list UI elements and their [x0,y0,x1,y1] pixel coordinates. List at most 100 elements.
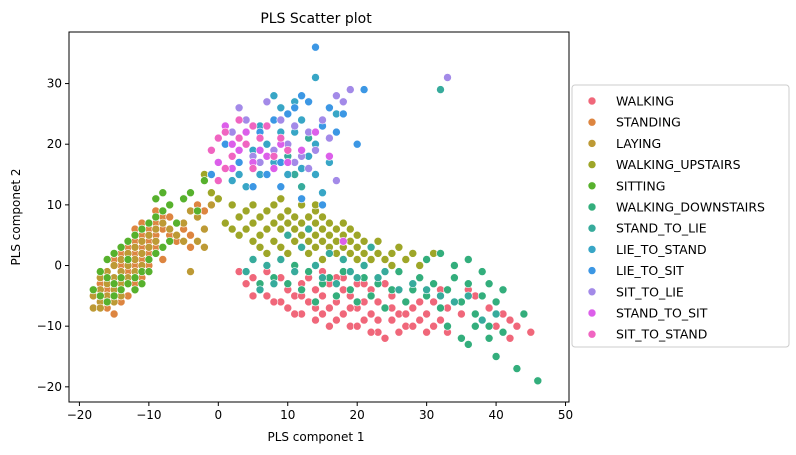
legend-label: WALKING_UPSTAIRS [616,157,741,172]
data-point [332,315,341,325]
x-tick-label: −10 [136,408,161,422]
data-point [332,176,341,185]
data-point [297,91,306,100]
data-point [116,243,126,252]
data-point [304,249,313,258]
data-point [269,152,279,161]
data-point [221,127,230,137]
data-point [158,206,168,216]
data-point [200,224,209,234]
data-point [352,297,362,307]
data-point [130,285,140,295]
data-point [234,158,244,167]
data-point [373,237,383,246]
data-point [470,321,480,331]
legend-frame [571,84,790,348]
x-tick-label: 10 [280,408,295,422]
data-point [130,230,140,240]
data-point [207,146,216,155]
data-point [345,85,355,94]
data-point [304,237,313,246]
data-point [283,170,293,179]
data-point [338,237,348,246]
data-point [526,327,536,337]
data-point [332,91,341,100]
data-point [359,261,369,270]
legend-label: STAND_TO_SIT [616,306,708,321]
data-point [415,273,425,283]
data-point [221,164,230,173]
data-point [151,212,161,222]
data-point [297,182,306,191]
data-point [380,303,390,313]
data-point [318,188,327,197]
data-point [332,127,341,137]
x-tick-label: 30 [419,408,434,422]
data-point [179,194,188,204]
data-point [234,230,244,240]
data-point [172,218,181,228]
data-point [318,273,327,283]
data-point [144,218,154,228]
data-point [311,285,320,295]
data-point [123,279,133,289]
data-point [304,164,313,173]
data-point [373,249,383,258]
data-point [325,103,334,113]
data-point [165,224,174,234]
data-point [193,206,202,216]
data-point [241,139,251,149]
data-point [248,164,258,173]
data-point [109,261,119,270]
data-point [276,115,286,125]
data-point [387,249,397,258]
data-point [401,255,411,264]
data-point [234,115,244,125]
data-point [422,309,431,319]
data-point [151,249,161,258]
data-point [450,297,459,307]
data-point [158,188,168,197]
data-point [262,291,272,301]
legend-marker [587,117,597,127]
data-point [373,297,383,307]
data-point [318,212,327,222]
legend-marker [587,160,597,169]
data-point [318,237,327,246]
data-point [276,243,286,252]
data-point [436,303,445,313]
data-point [123,255,133,264]
data-point [255,285,265,295]
data-point [207,170,216,179]
y-tick-label: 30 [47,77,62,91]
data-point [255,133,265,143]
data-point [123,237,133,246]
data-point [408,303,418,313]
data-point [255,230,265,240]
y-tick-label: 20 [47,137,62,151]
data-point [137,279,147,289]
data-point [297,218,306,228]
y-tick-label: 0 [54,259,62,273]
data-point [186,243,195,252]
data-point [276,133,286,143]
data-point [172,230,181,240]
data-point [422,255,431,264]
data-point [366,327,376,337]
data-point [338,109,348,119]
data-point [158,255,168,264]
data-point [429,321,438,331]
x-axis-label: PLS componet 1 [267,430,364,444]
data-point [290,103,300,113]
data-point [484,279,494,289]
data-point [102,297,112,307]
data-point [359,237,369,246]
legend-marker [587,287,597,297]
data-point [165,200,174,210]
data-point [436,85,445,94]
data-point [297,230,306,240]
data-point [102,273,112,283]
data-point [352,230,362,240]
data-point [262,121,272,131]
data-point [304,97,313,107]
